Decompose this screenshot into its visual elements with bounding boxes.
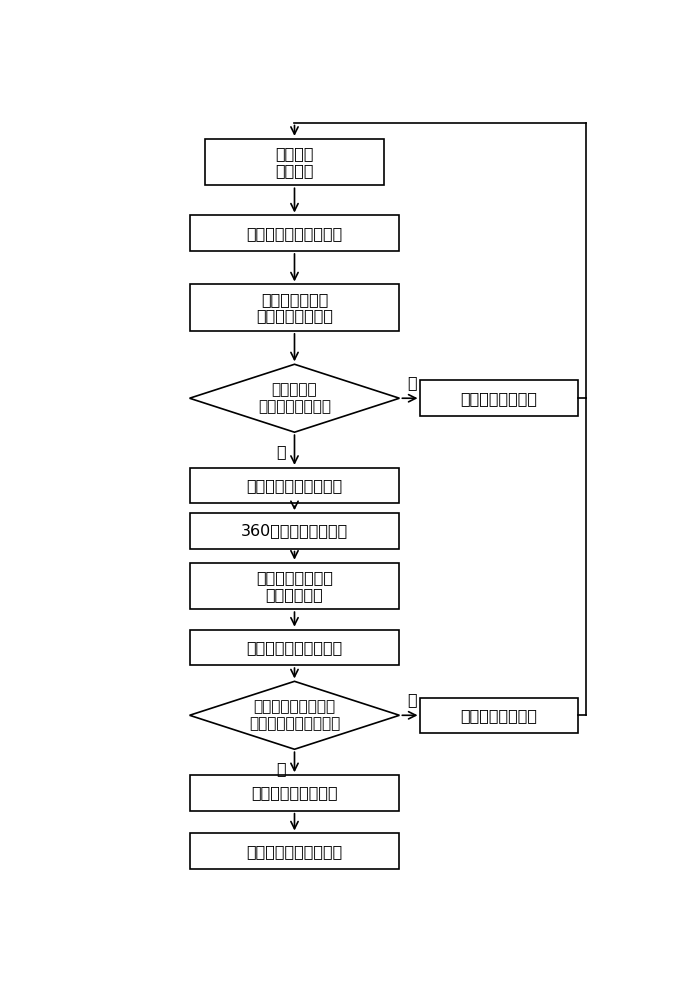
FancyBboxPatch shape <box>190 513 399 549</box>
Text: 获取图像: 获取图像 <box>276 163 313 178</box>
Text: 否: 否 <box>408 693 417 708</box>
Text: 是否已完成工件内壁: 是否已完成工件内壁 <box>253 699 336 714</box>
Polygon shape <box>190 681 399 749</box>
Text: 图像增强、去杂、降噪: 图像增强、去杂、降噪 <box>246 226 343 241</box>
Text: 将所有图像进行拼接: 将所有图像进行拼接 <box>251 785 338 800</box>
FancyBboxPatch shape <box>205 139 384 185</box>
Text: 识别工件孔中心: 识别工件孔中心 <box>261 292 328 307</box>
FancyBboxPatch shape <box>190 630 399 665</box>
Text: 调节竖直位移平台: 调节竖直位移平台 <box>460 708 538 723</box>
FancyBboxPatch shape <box>190 563 399 609</box>
FancyBboxPatch shape <box>190 215 399 251</box>
FancyBboxPatch shape <box>420 380 578 416</box>
FancyBboxPatch shape <box>190 775 399 811</box>
Text: 小于误差允许范围: 小于误差允许范围 <box>258 400 331 415</box>
Text: 调节水平位移平台: 调节水平位移平台 <box>460 391 538 406</box>
Text: 否: 否 <box>408 375 417 390</box>
Text: 按照球面反射规律: 按照球面反射规律 <box>256 570 333 585</box>
Text: 两中心偏差: 两中心偏差 <box>271 382 318 397</box>
FancyBboxPatch shape <box>190 284 399 331</box>
Text: 消除形变失真: 消除形变失真 <box>265 587 324 602</box>
Text: 所有高度范围图像检测: 所有高度范围图像检测 <box>249 717 340 732</box>
Text: 和球形反射镜中心: 和球形反射镜中心 <box>256 309 333 324</box>
FancyBboxPatch shape <box>420 698 578 733</box>
Polygon shape <box>190 364 399 432</box>
Text: 获得工件内壁展开图像: 获得工件内壁展开图像 <box>246 640 343 655</box>
FancyBboxPatch shape <box>190 833 399 869</box>
Text: 开始检测: 开始检测 <box>276 146 313 161</box>
Text: 是: 是 <box>276 444 286 459</box>
Text: 按分辨率要求截取图像: 按分辨率要求截取图像 <box>246 478 343 493</box>
FancyBboxPatch shape <box>190 468 399 503</box>
Text: 是: 是 <box>276 761 286 776</box>
Text: 360度展开为矩形图像: 360度展开为矩形图像 <box>241 523 348 538</box>
Text: 工件内壁完整展开图像: 工件内壁完整展开图像 <box>246 844 343 859</box>
